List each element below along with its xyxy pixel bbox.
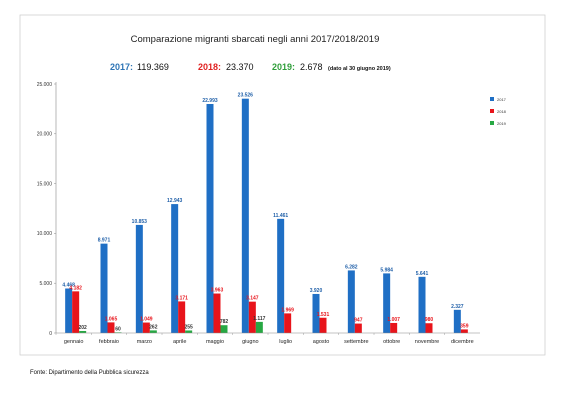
bar-2018-giugno xyxy=(248,301,256,333)
x-tick-label: luglio xyxy=(279,339,292,345)
bar-2017-settembre xyxy=(347,270,355,333)
value-label-2018-agosto: 1.531 xyxy=(317,312,330,318)
bar-2017-aprile xyxy=(171,204,179,333)
legend-swatch-2018 xyxy=(490,109,494,113)
bar-2018-febbraio xyxy=(107,322,115,333)
bar-2018-gennaio xyxy=(72,291,80,333)
x-tick-label: aprile xyxy=(173,339,186,345)
value-label-2018-febbraio: 1.065 xyxy=(105,316,118,322)
bar-2018-ottobre xyxy=(390,322,398,333)
bar-2017-febbraio xyxy=(100,243,108,333)
value-label-2018-maggio: 3.963 xyxy=(211,288,224,294)
bar-2017-giugno xyxy=(241,98,249,334)
bar-2018-luglio xyxy=(284,313,292,333)
bar-2019-giugno xyxy=(255,321,263,333)
y-tick-label: 10.000 xyxy=(37,231,53,237)
value-label-2019-febbraio: 60 xyxy=(115,326,121,332)
legend-label-2019: 2019 xyxy=(497,121,507,126)
value-label-2019-aprile: 255 xyxy=(184,324,193,330)
legend-swatch-2017 xyxy=(490,97,494,101)
value-label-2017-marzo: 10.853 xyxy=(132,219,148,225)
bar-2018-novembre xyxy=(425,323,433,333)
value-label-2018-novembre: 980 xyxy=(425,317,434,323)
x-tick-label: dicembre xyxy=(451,339,474,345)
x-tick-label: ottobre xyxy=(383,339,400,345)
total-2019-label: 2019: xyxy=(272,62,295,72)
value-label-2017-ottobre: 5.984 xyxy=(380,267,393,273)
x-tick-label: agosto xyxy=(313,339,330,345)
x-tick-label: giugno xyxy=(242,339,259,345)
value-label-2017-dicembre: 2.327 xyxy=(451,304,464,310)
bar-2019-gennaio xyxy=(79,330,87,333)
bar-2017-agosto xyxy=(312,293,320,333)
total-2017-label: 2017: xyxy=(110,62,133,72)
bar-2017-maggio xyxy=(206,103,214,334)
total-2019-note: (dato al 30 giugno 2019) xyxy=(328,66,391,72)
bar-2018-settembre xyxy=(354,323,362,333)
value-label-2017-giugno: 23.526 xyxy=(238,93,254,99)
value-label-2019-marzo: 262 xyxy=(149,324,158,330)
x-tick-label: maggio xyxy=(206,339,224,345)
value-label-2017-luglio: 11.461 xyxy=(273,213,288,219)
bar-2018-dicembre xyxy=(460,329,468,333)
total-2019-value: 2.678 xyxy=(300,62,323,72)
value-label-2019-maggio: 782 xyxy=(220,319,229,325)
y-tick-label: 25.000 xyxy=(37,82,53,88)
x-tick-label: marzo xyxy=(137,339,152,345)
y-axis: 0 5.000 10.000 15.000 20.000 25.000 xyxy=(37,82,57,337)
value-label-2018-dicembre: 359 xyxy=(460,323,469,329)
value-label-2018-gennaio: 4.182 xyxy=(69,285,82,291)
bar-2017-gennaio xyxy=(65,288,73,333)
y-tick-label: 5.000 xyxy=(39,281,52,287)
value-label-2017-febbraio: 8.971 xyxy=(98,238,111,244)
bar-2018-agosto xyxy=(319,317,327,333)
bar-2019-maggio xyxy=(220,325,228,333)
value-label-2018-luglio: 1.969 xyxy=(281,307,294,313)
bar-2019-aprile xyxy=(185,330,193,333)
legend: 2017 2018 2019 xyxy=(490,97,507,126)
x-tick-label: febbraio xyxy=(99,339,119,345)
total-2018-value: 23.370 xyxy=(226,62,254,72)
chart-title: Comparazione migranti sbarcati negli ann… xyxy=(131,34,380,45)
legend-label-2017: 2017 xyxy=(497,97,507,102)
value-label-2018-settembre: 947 xyxy=(354,318,363,324)
value-label-2018-marzo: 1.049 xyxy=(140,317,153,323)
x-tick-label: novembre xyxy=(415,339,439,345)
totals-row: 2017: 119.369 2018: 23.370 2019: 2.678 (… xyxy=(110,62,391,72)
value-label-2017-novembre: 5.641 xyxy=(416,271,429,277)
x-axis: gennaio febbraio marzo aprile maggio giugno lu… xyxy=(55,332,480,345)
legend-label-2018: 2018 xyxy=(497,109,507,114)
y-tick-label: 20.000 xyxy=(37,132,53,138)
value-label-2018-ottobre: 1.007 xyxy=(387,317,400,323)
source-note: Fonte: Dipartimento della Pubblica sicur… xyxy=(30,370,149,376)
y-tick-label: 0 xyxy=(49,331,52,337)
bar-2017-novembre xyxy=(418,276,426,333)
bar-2017-ottobre xyxy=(383,273,391,333)
x-tick-label: settembre xyxy=(344,339,368,345)
value-label-2017-gennaio: 4.468 xyxy=(62,282,75,288)
total-2018-label: 2018: xyxy=(198,62,221,72)
value-label-2017-maggio: 22.993 xyxy=(202,98,218,104)
bar-2018-maggio xyxy=(213,293,221,333)
bars xyxy=(65,98,468,334)
x-tick-label: gennaio xyxy=(64,339,84,345)
legend-swatch-2019 xyxy=(490,121,494,125)
bar-2019-marzo xyxy=(149,330,157,333)
y-tick-label: 15.000 xyxy=(37,181,53,187)
value-label-2019-gennaio: 202 xyxy=(78,325,87,331)
bar-2017-luglio xyxy=(277,218,285,333)
bar-2018-aprile xyxy=(178,301,186,333)
bar-2017-marzo xyxy=(135,224,143,333)
value-label-2018-aprile: 3.171 xyxy=(175,295,188,301)
total-2017-value: 119.369 xyxy=(137,62,169,72)
value-label-2018-giugno: 3.147 xyxy=(246,296,259,302)
bar-2017-dicembre xyxy=(453,309,461,333)
value-label-2019-giugno: 1.117 xyxy=(253,316,265,322)
value-label-2017-aprile: 12.943 xyxy=(167,198,183,204)
value-label-2017-agosto: 3.920 xyxy=(310,288,323,294)
value-label-2017-settembre: 6.282 xyxy=(345,264,358,270)
bar-2018-marzo xyxy=(142,322,150,333)
